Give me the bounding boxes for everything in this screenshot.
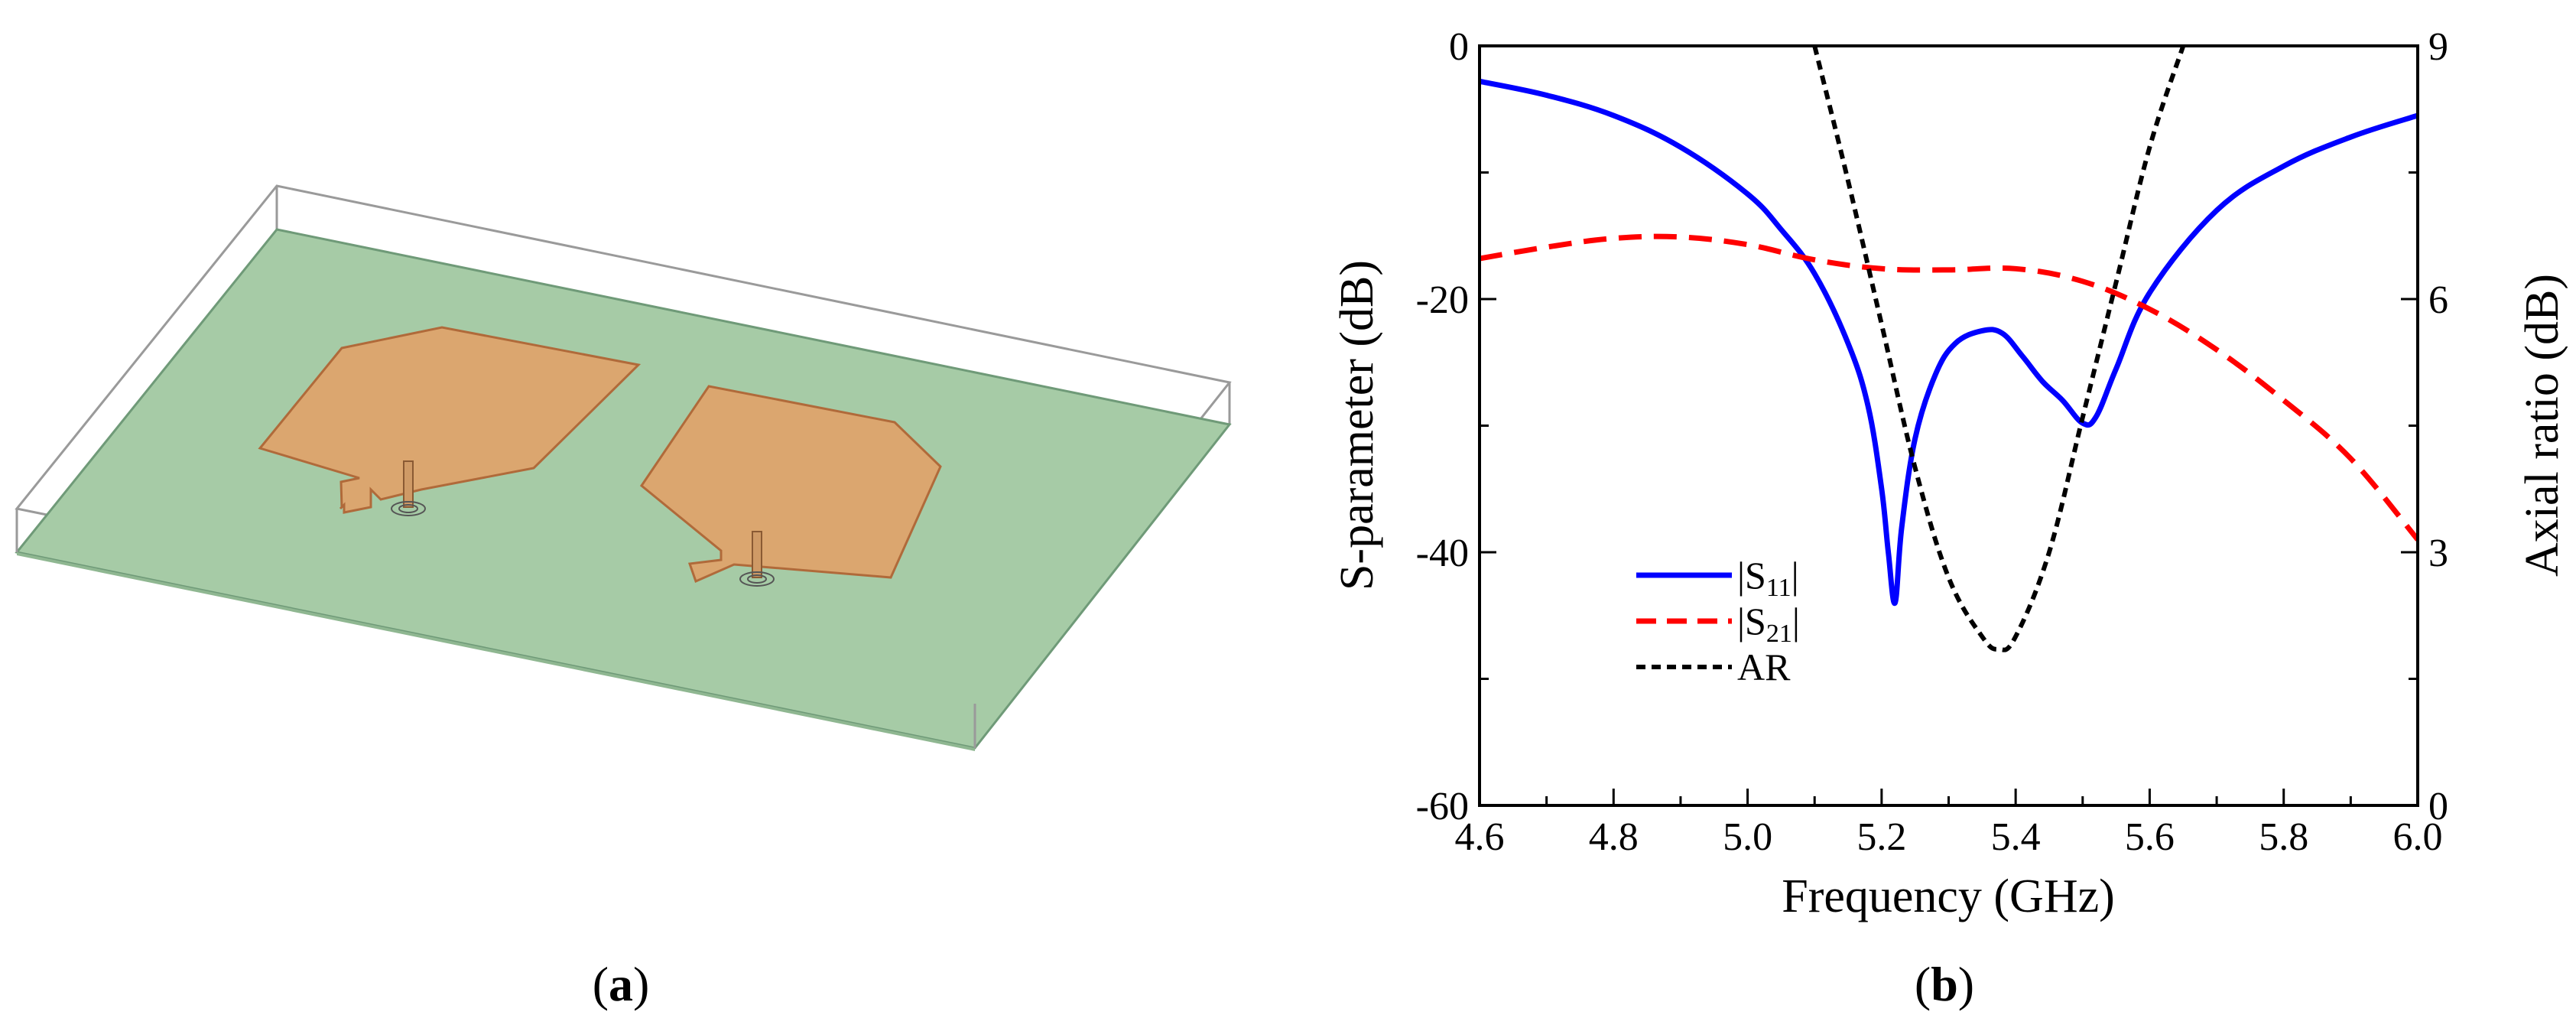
y-tick-label: 0 <box>1449 25 1469 69</box>
chart-series-group <box>1480 46 2418 652</box>
plot-frame <box>1478 44 2419 807</box>
antenna-model-panel <box>15 184 1232 751</box>
feed-port-2 <box>739 571 775 587</box>
y2-tick-label: 9 <box>2428 25 2448 69</box>
panel-a-caption-letter: a <box>609 957 633 1011</box>
x-tick-label: 5.8 <box>2259 815 2308 859</box>
patch-antenna-2 <box>639 385 942 584</box>
x-axis-label: Frequency (GHz) <box>1782 870 2115 922</box>
panel-b-caption: (b) <box>1915 957 1974 1011</box>
x-tick-label: 6.0 <box>2393 815 2443 859</box>
series-line-s21 <box>1480 233 2418 542</box>
y2-axis-label: Axial ratio (dB) <box>2516 274 2568 577</box>
x-tick-label: 4.8 <box>1589 815 1639 859</box>
x-tick-label: 4.6 <box>1455 815 1505 859</box>
ground-plane-top <box>15 228 1232 750</box>
feed-pin-2 <box>752 531 762 578</box>
y2-tick-label: 3 <box>2428 532 2448 575</box>
legend-label: AR <box>1737 646 1791 688</box>
feed-port-1-inner <box>398 504 418 513</box>
feed-pin-1 <box>403 460 414 508</box>
feed-port-1 <box>391 501 426 516</box>
y-tick-label: -20 <box>1416 278 1469 322</box>
series-line-ar <box>1812 46 2186 652</box>
series-line-s11 <box>1480 78 2418 606</box>
y2-tick-label: 6 <box>2428 278 2448 322</box>
y-axis-label: S-parameter (dB) <box>1331 260 1383 590</box>
x-tick-label: 5.2 <box>1856 815 1906 859</box>
x-tick-label: 5.6 <box>2125 815 2175 859</box>
patch-antenna-1 <box>258 326 642 514</box>
feed-port-2-inner <box>747 574 767 584</box>
x-tick-label: 5.0 <box>1723 815 1772 859</box>
chart-legend: |S11||S21|AR <box>1636 554 1800 688</box>
y2-tick-label: 0 <box>2428 785 2448 828</box>
y-tick-label: -60 <box>1416 785 1469 828</box>
y-tick-label: -40 <box>1416 532 1469 575</box>
legend-label: |S11| <box>1737 554 1799 602</box>
panel-a-caption: (a) <box>593 957 650 1011</box>
panel-b-caption-letter: b <box>1931 957 1958 1011</box>
legend-label: |S21| <box>1737 600 1800 648</box>
ground-plane-front-face <box>17 552 975 751</box>
x-tick-label: 5.4 <box>1991 815 2041 859</box>
